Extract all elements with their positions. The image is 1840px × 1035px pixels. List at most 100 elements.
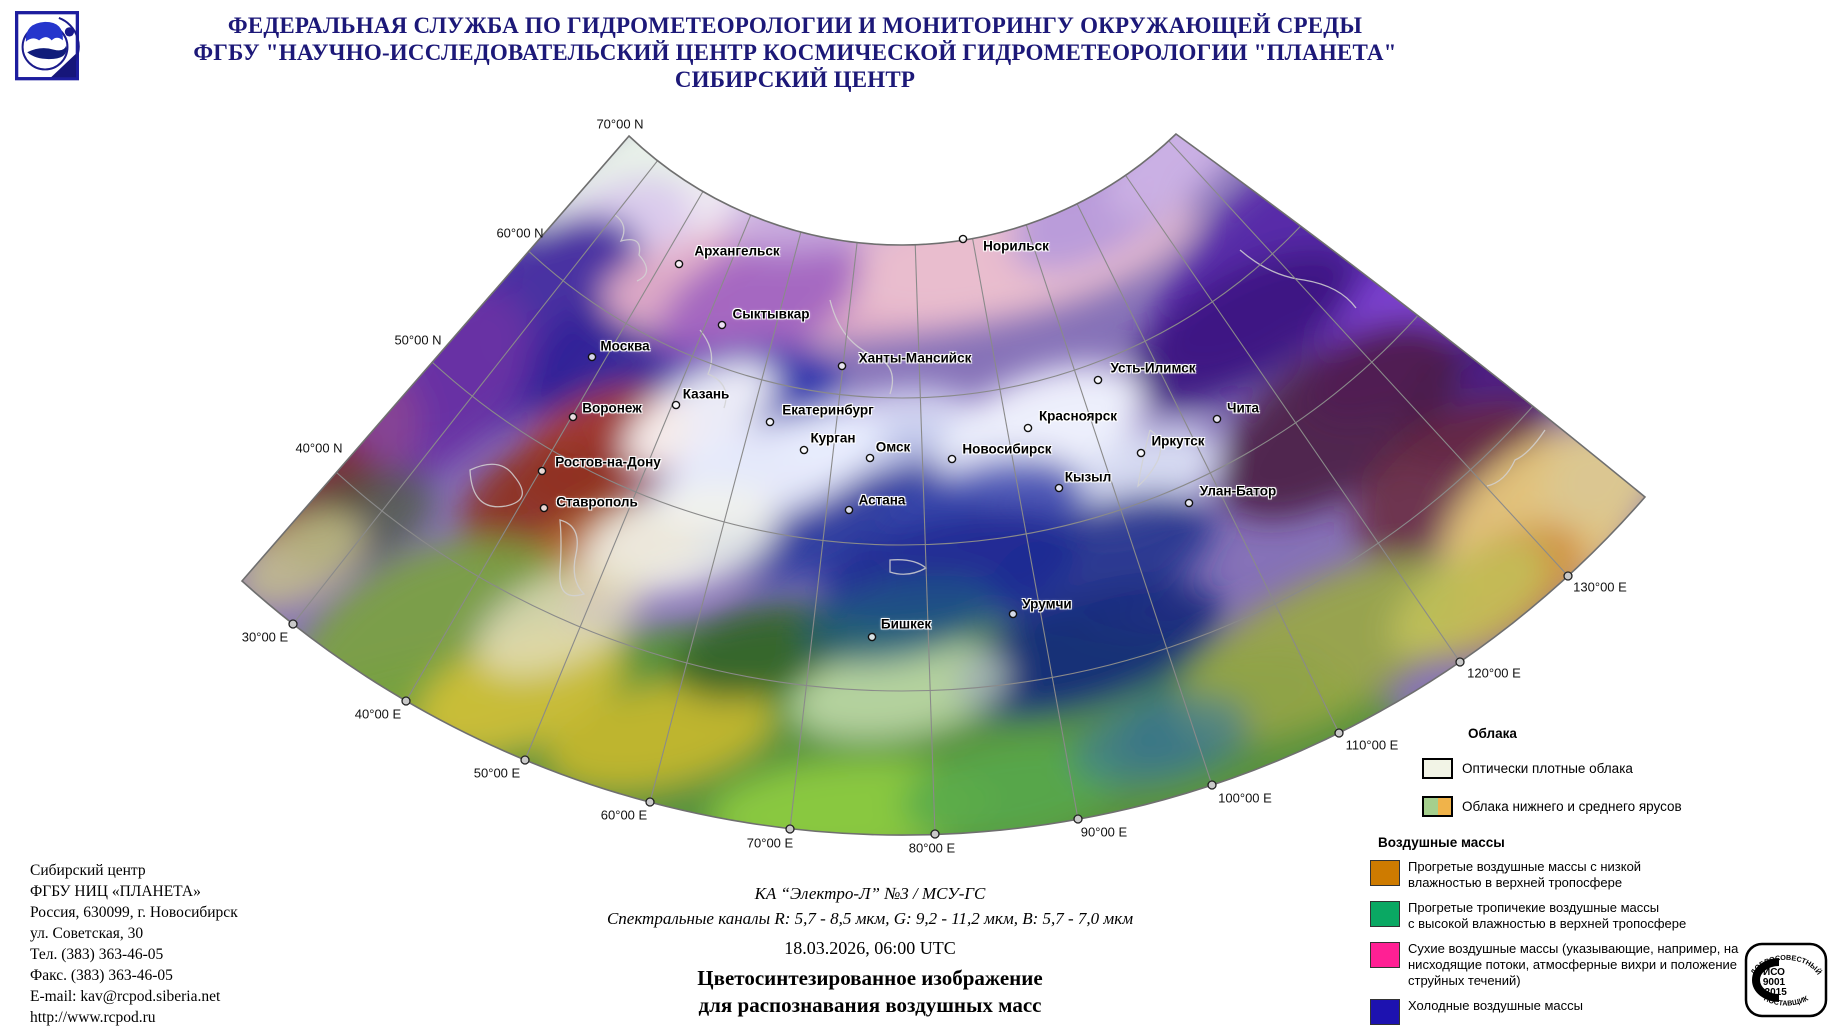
iso-9001-stamp: ДОБРОСОВЕСТНЫЙ ПОСТАВЩИК ИСО 9001 -2015 xyxy=(1744,942,1828,1018)
latitude-label: 60°00 N xyxy=(496,225,544,241)
contact-line: Факс. (383) 363-46-05 xyxy=(30,967,173,984)
city-label: Усть-Илимск xyxy=(1110,360,1196,376)
city-dot xyxy=(867,632,877,642)
coastline xyxy=(1239,249,1357,309)
city-label: Казань xyxy=(682,386,730,402)
longitude-tick-dot xyxy=(785,824,795,834)
legend-clouds-title: Облака xyxy=(1468,726,1517,741)
meridian-gridline xyxy=(518,163,773,775)
city-dot xyxy=(671,400,681,410)
city-label: Курган xyxy=(810,430,856,446)
product-info: КА “Электро-Л” №3 / МСУ-ГС Спектральные … xyxy=(520,884,1220,1018)
city-label: Улан-Батор xyxy=(1199,483,1277,499)
product-title-line1: Цветосинтезированное изображение xyxy=(697,966,1043,990)
meridian-gridline xyxy=(283,134,693,637)
tropical-line1: Прогретые тропичекие воздушные массы xyxy=(1408,900,1660,915)
city-label: Воронеж xyxy=(582,400,642,416)
city-label: Астана xyxy=(858,492,906,508)
product-title-line2: для распознавания воздушных масс xyxy=(698,993,1042,1017)
meridian-gridline xyxy=(912,189,937,836)
meridian-gridline xyxy=(1052,154,1347,747)
city-label: Урумчи xyxy=(1022,596,1072,612)
city-label: Норильск xyxy=(983,238,1049,254)
longitude-tick-dot xyxy=(930,829,940,839)
longitude-label: 110°00 E xyxy=(1345,737,1399,753)
city-dot xyxy=(1008,609,1018,619)
meridian-gridline xyxy=(1008,172,1218,800)
city-dot xyxy=(765,417,775,427)
coastline xyxy=(829,299,894,395)
contact-line: ул. Советская, 30 xyxy=(30,925,144,942)
coastline xyxy=(699,329,727,409)
cold-air-line1: Холодные воздушные массы xyxy=(1408,998,1584,1013)
contact-line: Тел. (383) 363-46-05 xyxy=(30,946,164,963)
longitude-label: 70°00 E xyxy=(746,835,794,851)
city-label: Сыктывкар xyxy=(732,306,810,322)
city-dot xyxy=(539,503,549,513)
city-label: Иркутск xyxy=(1151,433,1205,449)
stamp-num: 9001 xyxy=(1763,977,1786,988)
latitude-label: 40°00 N xyxy=(295,440,343,456)
map-border xyxy=(240,132,1647,836)
coastline xyxy=(1137,429,1162,488)
city-label: Чита xyxy=(1227,400,1259,416)
longitude-tick-dot xyxy=(520,755,530,765)
low-clouds-swatch xyxy=(1422,796,1453,817)
header: ФЕДЕРАЛЬНАЯ СЛУЖБА ПО ГИДРОМЕТЕОРОЛОГИИ … xyxy=(0,12,1590,93)
low-clouds-swatch-right xyxy=(1437,798,1451,815)
planeta-logo-icon xyxy=(14,11,80,81)
meridian-gridline xyxy=(962,184,1082,835)
dry-air-line2: нисходящие потоки, атмосферные вихри и п… xyxy=(1408,957,1737,972)
stamp-org: ИСО xyxy=(1763,967,1785,978)
longitude-tick-dot xyxy=(1207,780,1217,790)
warm-dry-line2: влажностью в верхней тропосфере xyxy=(1408,875,1623,890)
tropical-humid-swatch xyxy=(1370,901,1400,927)
low-clouds-label: Облака нижнего и среднего ярусов xyxy=(1462,799,1682,814)
coastline xyxy=(614,214,648,282)
longitude-label: 40°00 E xyxy=(354,706,402,722)
city-label: Ставрополь xyxy=(556,494,638,510)
dense-clouds-swatch xyxy=(1422,758,1453,779)
longitude-tick-dot xyxy=(288,619,298,629)
city-dot xyxy=(844,505,854,515)
longitude-label: 80°00 E xyxy=(908,840,956,856)
warm-dry-swatch xyxy=(1370,860,1400,886)
city-dot xyxy=(1093,375,1103,385)
contact-line: Россия, 630099, г. Новосибирск xyxy=(30,904,238,921)
dense-clouds-label: Оптически плотные облака xyxy=(1462,761,1633,776)
city-dot xyxy=(947,454,957,464)
longitude-label: 100°00 E xyxy=(1218,790,1272,806)
legend-item-warm-dry: Прогретые воздушные массы с низкой влажн… xyxy=(1370,859,1700,891)
longitude-tick-dot xyxy=(1563,571,1573,581)
longitude-tick-dot xyxy=(645,797,655,807)
city-label: Омск xyxy=(875,439,911,455)
legend-clouds: Облака Оптически плотные облака Облака н… xyxy=(1422,726,1682,817)
city-dot xyxy=(837,361,847,371)
legend-item-low-clouds: Облака нижнего и среднего ярусов xyxy=(1422,796,1682,817)
satellite-line: КА “Электро-Л” №3 / МСУ-ГС xyxy=(754,884,986,903)
contact-line: http://www.rcpod.ru xyxy=(30,1009,156,1026)
city-dot xyxy=(799,445,809,455)
longitude-label: 90°00 E xyxy=(1080,824,1128,840)
city-label: Новосибирск xyxy=(962,441,1052,457)
city-label: Ростов-на-Дону xyxy=(555,454,661,470)
coastline xyxy=(1486,429,1546,487)
low-clouds-swatch-left xyxy=(1424,798,1438,815)
dry-air-line1: Сухие воздушные массы (указывающие, напр… xyxy=(1408,941,1739,956)
dry-air-line3: струйных течений) xyxy=(1408,973,1521,988)
city-dot xyxy=(1212,414,1222,424)
city-label: Красноярск xyxy=(1038,408,1118,424)
legend-item-dry-air: Сухие воздушные массы (указывающие, напр… xyxy=(1370,941,1738,989)
longitude-label: 30°00 E xyxy=(241,629,289,645)
city-dot xyxy=(674,259,684,269)
meridian-gridline xyxy=(397,143,732,715)
tropical-line2: с высокой влажностью в верхней тропосфер… xyxy=(1408,916,1687,931)
contact-line: Сибирский центр xyxy=(30,862,146,879)
longitude-label: 60°00 E xyxy=(600,807,648,823)
longitude-tick-dot xyxy=(1455,657,1465,667)
dry-air-swatch xyxy=(1370,942,1400,968)
city-dot xyxy=(1023,423,1033,433)
coastline xyxy=(559,519,586,597)
longitude-tick-dot xyxy=(1334,728,1344,738)
